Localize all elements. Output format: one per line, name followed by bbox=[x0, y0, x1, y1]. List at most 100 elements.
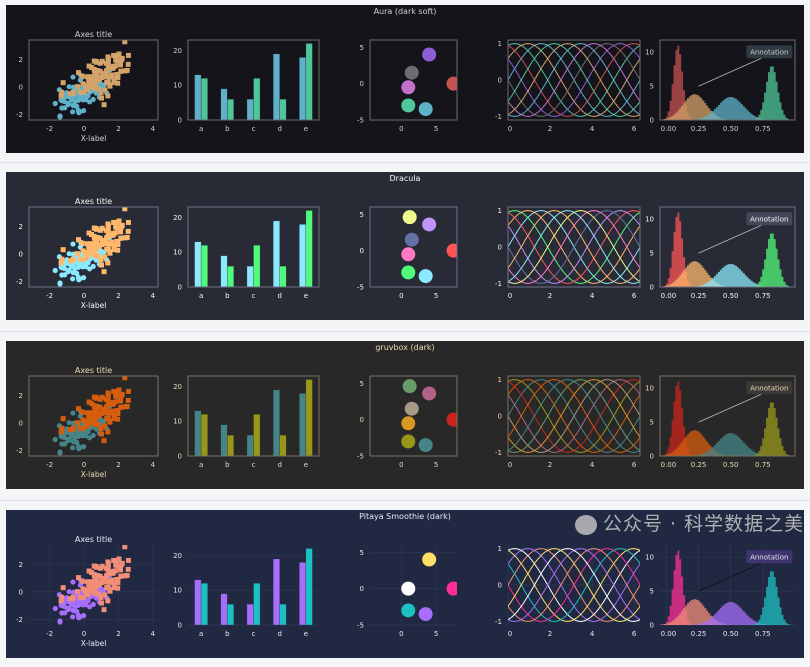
y-tick-label: 1 bbox=[498, 207, 502, 215]
bar bbox=[194, 74, 202, 120]
plot-area bbox=[52, 376, 131, 456]
scatter-point-circle bbox=[72, 434, 78, 441]
subplot-5: 0 5 10 0.00 0.25 0.50 0.75 Annotation bbox=[645, 206, 796, 300]
bar bbox=[299, 393, 307, 456]
scatter-point-square bbox=[116, 387, 122, 393]
plot-area bbox=[194, 43, 313, 120]
scatter-point-square bbox=[105, 79, 111, 85]
scatter-point-square bbox=[101, 438, 107, 444]
sine-curve bbox=[508, 210, 640, 284]
annotation-label: Annotation bbox=[750, 216, 788, 224]
histogram bbox=[660, 97, 795, 120]
scatter-point-square bbox=[59, 256, 65, 262]
marker-circle bbox=[402, 379, 417, 394]
plot-area bbox=[52, 545, 131, 625]
scatter-point-square bbox=[91, 563, 97, 569]
scatter-point-circle bbox=[52, 605, 58, 612]
scatter-point-square bbox=[118, 68, 124, 74]
scatter-point-square bbox=[94, 68, 100, 74]
x-tick-label: 0 bbox=[82, 292, 86, 300]
scatter-point-square bbox=[93, 420, 99, 426]
marker-circle bbox=[418, 607, 433, 622]
bar bbox=[200, 78, 208, 120]
x-tick-label: 6 bbox=[632, 630, 637, 638]
scatter-point-square bbox=[116, 556, 122, 562]
subplot-4: -1 0 1 0 2 4 6 bbox=[495, 206, 641, 300]
axes-frame bbox=[28, 206, 159, 288]
bar bbox=[299, 562, 307, 625]
marker-circle bbox=[401, 416, 416, 431]
y-tick-label: -5 bbox=[357, 622, 364, 630]
scatter-point-square bbox=[111, 247, 117, 253]
scatter-point-circle bbox=[66, 605, 72, 611]
y-tick-label: 0 bbox=[178, 117, 182, 125]
scatter-point-circle bbox=[90, 601, 96, 607]
scatter-point-square bbox=[107, 587, 113, 593]
x-tick-label: 2 bbox=[116, 630, 120, 638]
bar bbox=[227, 265, 235, 287]
x-tick-label: 4 bbox=[151, 630, 156, 638]
bar bbox=[220, 593, 228, 625]
subplot-2: 0 10 20 a b c d e bbox=[173, 548, 319, 638]
x-tick-label: b bbox=[225, 461, 230, 469]
subplot-5: 0 5 10 0.00 0.25 0.50 0.75 Annotation bbox=[645, 375, 796, 469]
scatter-point-square bbox=[125, 566, 131, 572]
scatter-point-circle bbox=[66, 84, 72, 90]
scatter-point-square bbox=[111, 388, 117, 394]
marker-circle bbox=[404, 401, 419, 416]
scatter-point-square bbox=[77, 594, 83, 600]
scatter-point-square bbox=[80, 256, 86, 262]
annotation-label: Annotation bbox=[750, 554, 788, 562]
scatter-point-square bbox=[74, 420, 80, 426]
x-tick-label: 0.50 bbox=[723, 630, 739, 638]
marker-circle bbox=[401, 247, 416, 262]
x-tick-label: 2 bbox=[116, 461, 120, 469]
bar bbox=[227, 603, 235, 625]
scatter-point-square bbox=[75, 406, 81, 412]
scatter-point-square bbox=[91, 571, 97, 577]
scatter-point-square bbox=[70, 256, 76, 262]
sine-curve bbox=[508, 43, 640, 117]
histogram bbox=[660, 212, 795, 287]
scatter-point-circle bbox=[70, 614, 76, 620]
axes-frame bbox=[28, 375, 159, 457]
x-tick-label: 2 bbox=[548, 461, 552, 469]
scatter-point-square bbox=[111, 80, 117, 86]
x-tick-label: 0 bbox=[399, 461, 403, 469]
annotation-label: Annotation bbox=[750, 49, 788, 57]
y-tick-label: -1 bbox=[495, 280, 502, 288]
x-tick-label: 0.75 bbox=[755, 125, 771, 133]
subplot-5: 0 5 10 0.00 0.25 0.50 0.75 Annotation bbox=[645, 545, 795, 638]
y-tick-label: 0 bbox=[178, 453, 182, 461]
x-tick-label: 2 bbox=[548, 630, 552, 638]
wechat-icon bbox=[575, 514, 597, 535]
bar bbox=[253, 78, 261, 120]
scatter-point-square bbox=[105, 93, 111, 99]
scatter-point-circle bbox=[74, 103, 80, 109]
scatter-point-square bbox=[86, 399, 92, 405]
x-tick-label: 4 bbox=[151, 461, 156, 469]
scatter-point-square bbox=[115, 407, 121, 413]
bar bbox=[200, 583, 208, 625]
y-tick-label: 0 bbox=[19, 83, 23, 91]
x-tick-label: c bbox=[252, 125, 256, 133]
scatter-point-square bbox=[119, 55, 125, 61]
scatter-point-square bbox=[84, 74, 90, 80]
scatter-point-square bbox=[115, 416, 121, 422]
scatter-point-square bbox=[89, 569, 95, 575]
panel-divider bbox=[0, 500, 810, 501]
y-tick-label: -2 bbox=[16, 111, 23, 119]
x-tick-label: b bbox=[225, 292, 230, 300]
subplot-1: -2 0 2 -2 0 2 4 Axes title X-label bbox=[16, 197, 159, 310]
scatter-point-square bbox=[70, 425, 76, 431]
scatter-point-square bbox=[109, 239, 115, 245]
x-tick-label: 5 bbox=[434, 461, 438, 469]
scatter-point-circle bbox=[57, 280, 63, 286]
scatter-point-circle bbox=[72, 265, 78, 272]
axes-frame bbox=[369, 39, 458, 121]
x-tick-label: -2 bbox=[46, 461, 53, 469]
scatter-point-square bbox=[84, 410, 90, 416]
scatter-point-circle bbox=[70, 241, 76, 247]
x-tick-label: 5 bbox=[434, 292, 438, 300]
scatter-point-square bbox=[101, 102, 107, 108]
